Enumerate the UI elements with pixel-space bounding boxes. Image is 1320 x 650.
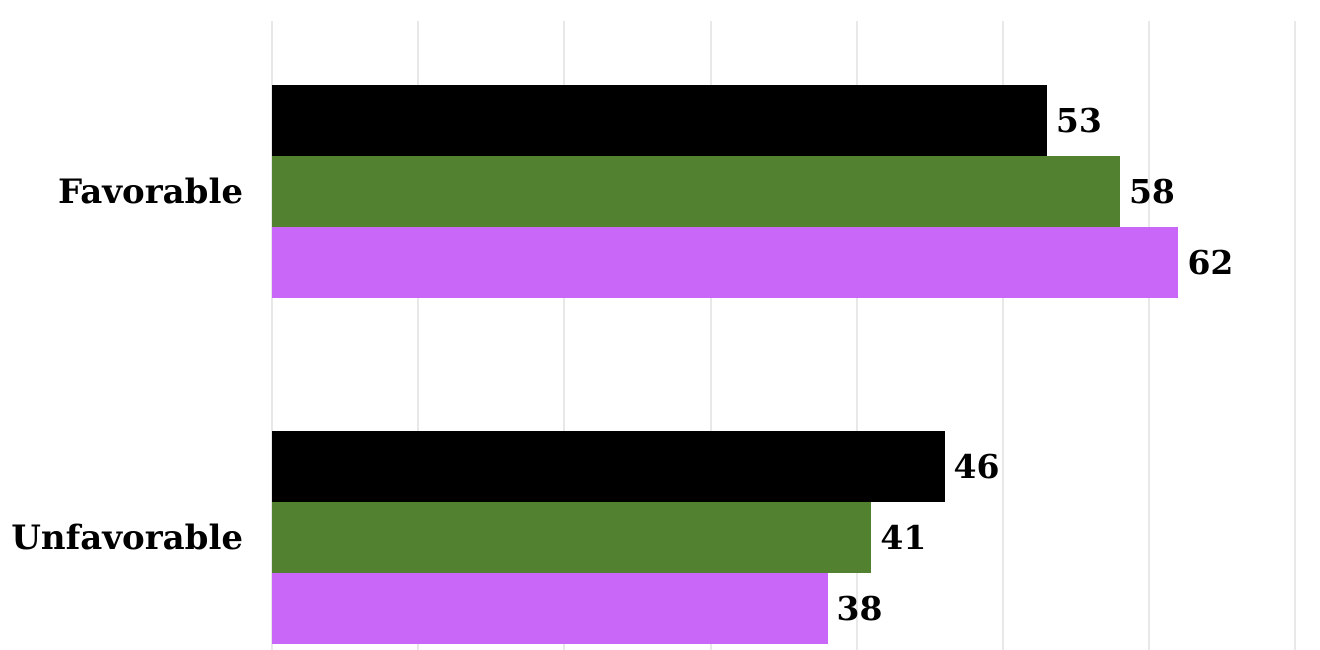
gridline-30 bbox=[709, 21, 712, 650]
value-label-unfavorable-black: 46 bbox=[953, 447, 1000, 486]
value-label-favorable-purple: 62 bbox=[1187, 243, 1234, 282]
bar-unfavorable-purple bbox=[272, 573, 828, 644]
value-label-unfavorable-green: 41 bbox=[880, 518, 927, 557]
gridline-20 bbox=[563, 21, 566, 650]
gridline-50 bbox=[1002, 21, 1004, 650]
value-label-unfavorable-purple: 38 bbox=[836, 589, 883, 628]
category-label-unfavorable: Unfavorable bbox=[11, 517, 243, 558]
value-label-favorable-black: 53 bbox=[1055, 101, 1102, 140]
gridline-10 bbox=[417, 21, 420, 650]
value-label-favorable-green: 58 bbox=[1128, 172, 1175, 211]
bar-favorable-green bbox=[272, 156, 1120, 227]
bar-favorable-black bbox=[272, 85, 1047, 156]
gridline-70 bbox=[1294, 21, 1297, 650]
category-label-favorable: Favorable bbox=[57, 171, 243, 212]
bar-unfavorable-black bbox=[272, 431, 945, 502]
bar-favorable-purple bbox=[272, 227, 1179, 298]
gridline-60 bbox=[1148, 21, 1151, 650]
gridline-40 bbox=[855, 21, 858, 650]
bar-unfavorable-green bbox=[272, 502, 872, 573]
gridline-0 bbox=[271, 21, 273, 650]
